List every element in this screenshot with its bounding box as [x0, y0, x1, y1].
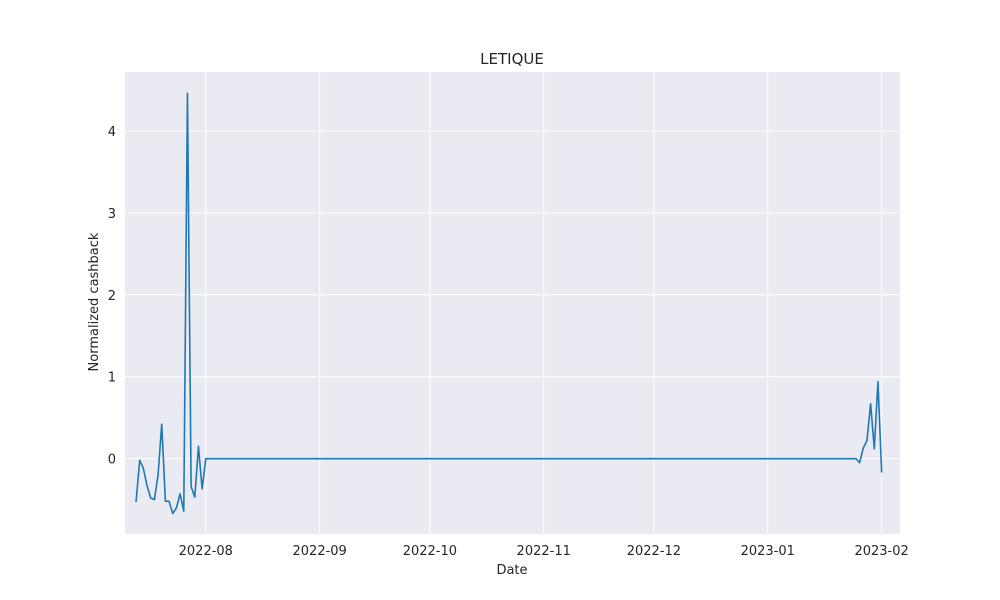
- x-axis-ticks: 2022-08 2022-09 2022-10 2022-11 2022-12 2023-…: [179, 544, 909, 559]
- y-axis-label: Normalized cashback: [87, 232, 102, 371]
- y-tick-label: 1: [108, 371, 116, 386]
- x-tick-label: 2022-09: [293, 544, 347, 559]
- y-tick-label: 3: [108, 207, 116, 222]
- x-tick-label: 2023-01: [741, 544, 795, 559]
- y-axis-ticks: 0 1 2 3 4: [108, 125, 116, 468]
- x-tick-label: 2022-08: [179, 544, 233, 559]
- x-tick-label: 2022-12: [627, 544, 681, 559]
- y-tick-label: 0: [108, 453, 116, 468]
- x-axis-label: Date: [496, 563, 527, 578]
- y-tick-label: 4: [108, 125, 116, 140]
- y-tick-label: 2: [108, 289, 116, 304]
- x-tick-label: 2023-02: [854, 544, 908, 559]
- chart-title: LETIQUE: [480, 50, 544, 68]
- plot-area: [125, 72, 900, 534]
- x-tick-label: 2022-11: [517, 544, 571, 559]
- series-line: [135, 92, 883, 515]
- x-tick-label: 2022-10: [403, 544, 457, 559]
- grid-lines: [125, 72, 900, 534]
